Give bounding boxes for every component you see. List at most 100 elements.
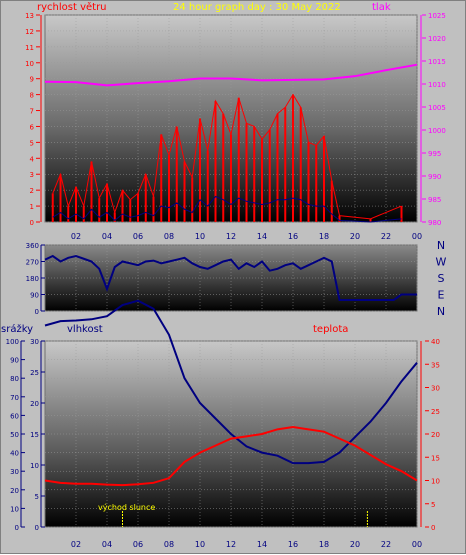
wind-axis-tick-label: 5 (30, 139, 34, 147)
rain-label: srážky (1, 323, 33, 335)
compass-letter: N (437, 239, 445, 252)
wind-axis-tick-label: 7 (30, 108, 34, 116)
top-x-tick-label: 12 (226, 232, 236, 241)
rain-axis-tick-label: 60 (10, 412, 19, 420)
wind-axis-tick-label: 13 (25, 12, 34, 20)
humidity-axis-tick-label: 10 (30, 462, 39, 470)
pressure-label: tlak (372, 2, 391, 13)
top-x-tick-label: 06 (133, 232, 143, 241)
sunrise-label: východ slunce (98, 503, 155, 512)
compass-letter: S (438, 272, 445, 285)
wind-axis-tick-label: 4 (30, 155, 35, 163)
pressure-line (44, 63, 418, 87)
top-x-tick-label: 10 (195, 232, 205, 241)
rain-axis-tick-label: 70 (10, 394, 19, 402)
temperature-axis-tick-label: 35 (431, 361, 440, 369)
rain-axis-tick-label: 100 (6, 338, 19, 346)
rain-axis-tick-label: 80 (10, 375, 19, 383)
wind-axis-tick-label: 6 (30, 123, 35, 131)
wind-axis-tick-label: 3 (30, 171, 34, 179)
direction-axis-tick-label: 0 (35, 308, 39, 316)
top-x-tick-label: 14 (257, 232, 267, 241)
temperature-axis-tick-label: 40 (431, 338, 440, 346)
bottom-x-tick-label: 06 (133, 540, 143, 549)
chart-title: 24 hour graph day : 30 May 2022 (173, 2, 341, 13)
top-x-tick-label: 22 (381, 232, 391, 241)
bottom-x-tick-label: 14 (257, 540, 267, 549)
rain-axis-tick-label: 10 (10, 505, 19, 513)
humidity-axis-tick-label: 25 (30, 369, 39, 377)
pressure-axis-tick-label: 980 (428, 219, 441, 227)
rain-axis-tick-label: 50 (10, 431, 19, 439)
pressure-axis-tick-label: 995 (428, 150, 441, 158)
wind-axis-tick-label: 2 (30, 187, 34, 195)
bottom-x-tick-label: 18 (319, 540, 329, 549)
rain-axis-tick-label: 90 (10, 357, 19, 365)
bottom-x-tick-label: 12 (226, 540, 236, 549)
pressure-axis-tick-label: 1000 (428, 127, 446, 135)
direction-axis-tick-label: 360 (26, 242, 39, 250)
humidity-label: vlhkost (67, 324, 103, 335)
pressure-axis-tick-label: 990 (428, 173, 441, 181)
wind-axis-tick-label: 8 (30, 92, 34, 100)
humidity-axis-tick-label: 15 (30, 431, 39, 439)
temperature-axis-tick-label: 20 (431, 431, 440, 439)
direction-axis-tick-label: 90 (30, 292, 39, 300)
humidity-axis-tick-label: 0 (35, 524, 39, 532)
top-x-tick-label: 02 (71, 232, 81, 241)
compass-letter: W (436, 256, 447, 269)
temperature-line (44, 426, 418, 487)
humidity-axis-tick-label: 30 (30, 338, 39, 346)
temperature-label: teplota (313, 324, 348, 335)
wind-axis-tick-label: 1 (30, 203, 34, 211)
temperature-axis-tick-label: 25 (431, 408, 440, 416)
wind-axis-tick-label: 10 (25, 60, 34, 68)
direction-series (44, 254, 417, 301)
top-x-tick-label: 08 (164, 232, 174, 241)
compass-letter: N (437, 305, 445, 318)
top-x-tick-label: 00 (412, 232, 422, 241)
direction-axis-tick-label: 180 (26, 275, 39, 283)
humidity-line (44, 299, 418, 465)
bottom-x-tick-label: 00 (412, 540, 422, 549)
rain-axis-tick-label: 40 (10, 450, 19, 458)
humidity-axis-tick-label: 20 (30, 400, 39, 408)
pressure-axis-tick-label: 985 (428, 196, 441, 204)
temperature-axis-tick-label: 30 (431, 385, 440, 393)
wind-axis-tick-label: 11 (25, 44, 34, 52)
rain-axis-tick-label: 20 (10, 487, 19, 495)
bottom-x-tick-label: 08 (164, 540, 174, 549)
compass-letter: E (438, 289, 445, 302)
humidity-axis-tick-label: 5 (35, 493, 39, 501)
pressure-axis-tick-label: 1010 (428, 81, 446, 89)
temperature-axis-tick-label: 15 (431, 454, 440, 462)
pressure-axis-tick-label: 1020 (428, 35, 446, 43)
top-x-tick-label: 18 (319, 232, 329, 241)
direction-axis-tick-label: 270 (26, 259, 39, 267)
bottom-x-tick-label: 04 (102, 540, 112, 549)
wind-speed-label: rychlost větru (37, 1, 107, 13)
temperature-axis-tick-label: 5 (431, 501, 435, 509)
wind-direction-line (44, 254, 417, 301)
pressure-axis-tick-label: 1025 (428, 12, 446, 20)
wind-axis-tick-label: 0 (30, 219, 34, 227)
wind-axis-tick-label: 12 (25, 28, 34, 36)
temperature-axis-tick-label: 0 (431, 524, 435, 532)
rain-axis-tick-label: 30 (10, 468, 19, 476)
bottom-series (44, 299, 418, 527)
bottom-x-tick-label: 16 (288, 540, 298, 549)
wind-gust-line (52, 93, 402, 220)
pressure-axis-tick-label: 1005 (428, 104, 446, 112)
pressure-axis-tick-label: 1015 (428, 58, 446, 66)
temperature-axis-tick-label: 10 (431, 478, 440, 486)
top-x-tick-label: 16 (288, 232, 298, 241)
bottom-x-tick-label: 02 (71, 540, 81, 549)
rain-axis-tick-label: 0 (15, 524, 19, 532)
bottom-x-tick-label: 20 (350, 540, 360, 549)
top-x-tick-label: 20 (350, 232, 360, 241)
top-x-tick-label: 04 (102, 232, 112, 241)
wind-axis-tick-label: 9 (30, 76, 34, 84)
